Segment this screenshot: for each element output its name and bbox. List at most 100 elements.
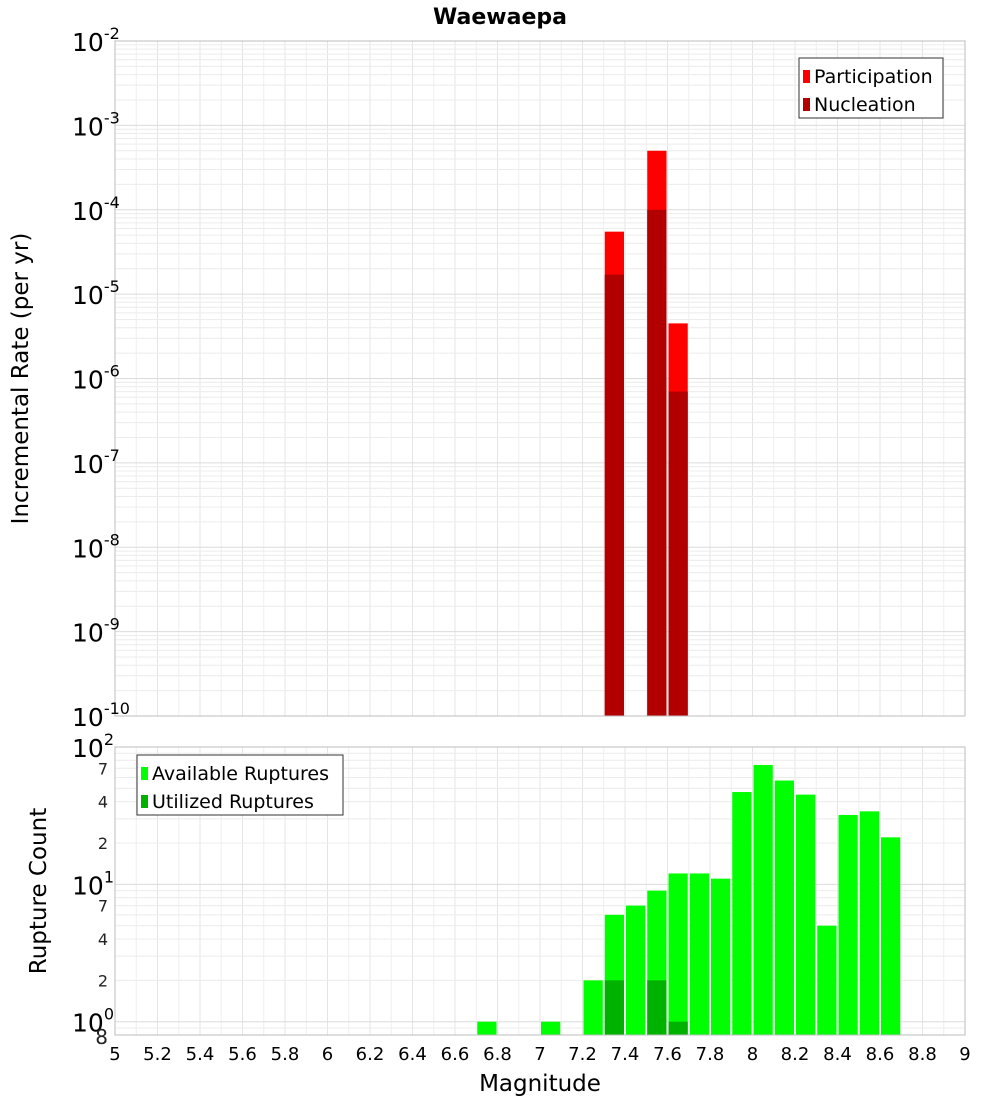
x-tick-label: 8.8	[908, 1044, 937, 1065]
y-tick-label-rate: 10-7	[72, 446, 120, 479]
bar-count-available-ruptures-12	[796, 794, 816, 1035]
y-tick-base: 10	[72, 703, 104, 732]
bar-count-utilized-ruptures-0	[604, 980, 624, 1035]
bar-rate-nucleation-0	[604, 274, 624, 716]
x-tick-label: 8.6	[866, 1044, 895, 1065]
x-tick-label: 7.2	[568, 1044, 597, 1065]
y-tick-base: 10	[72, 366, 104, 395]
legend-swatch-nucleation	[803, 98, 810, 111]
y-tick-exponent: 2	[104, 730, 114, 749]
x-tick-label: 6.8	[483, 1044, 512, 1065]
y-axis-label-rate: Incremental Rate (per yr)	[8, 233, 34, 525]
legend-box-0	[798, 57, 944, 119]
y-tick-label-count: 102	[72, 730, 114, 763]
chart-title: Waewaepa	[433, 5, 567, 30]
x-tick-label: 8.4	[823, 1044, 852, 1065]
x-tick-label: 7.4	[611, 1044, 640, 1065]
bar-rate-nucleation-1	[647, 209, 667, 716]
y-tick-label-rate: 10-4	[72, 193, 120, 226]
y-tick-label-rate: 10-10	[72, 699, 130, 732]
bar-count-available-ruptures-8	[711, 878, 731, 1035]
text-layer: Waewaepa10-1010-910-810-710-610-510-410-…	[8, 5, 971, 1097]
y-tick-exponent: -3	[104, 108, 120, 127]
x-tick-label: 8	[747, 1044, 758, 1065]
y-tick-base: 10	[72, 534, 104, 563]
y-tick-label-rate: 10-3	[72, 108, 120, 141]
y-minor-tick-label: 7	[98, 759, 108, 778]
bar-count-available-ruptures-13	[817, 925, 837, 1035]
legend-label-available-ruptures: Available Ruptures	[152, 763, 329, 785]
bars-layer	[477, 150, 901, 1035]
bar-count-utilized-ruptures-1	[647, 980, 667, 1035]
plot-frame-count	[114, 746, 966, 1036]
legend-label-utilized-ruptures: Utilized Ruptures	[152, 791, 314, 813]
y-axis-label-count: Rupture Count	[26, 808, 52, 974]
x-tick-label: 6.2	[356, 1044, 385, 1065]
x-tick-label: 9	[959, 1044, 970, 1065]
y-tick-label-count: 101	[72, 867, 114, 900]
legend-swatch-available-ruptures	[141, 767, 148, 780]
y-tick-exponent: -6	[104, 362, 120, 381]
y-tick-exponent: -2	[104, 24, 120, 43]
grid-layer	[114, 41, 966, 1036]
y-tick-label-rate: 10-5	[72, 277, 120, 310]
legend-label-nucleation: Nucleation	[814, 94, 916, 116]
y-tick-base: 10	[72, 28, 104, 57]
legend-swatch-participation	[803, 70, 810, 83]
bar-count-available-ruptures-2	[583, 980, 603, 1035]
bar-count-available-ruptures-9	[732, 792, 752, 1035]
bar-count-available-ruptures-14	[838, 814, 858, 1035]
y-tick-base: 10	[72, 112, 104, 141]
y-minor-tick-label: 7	[98, 897, 108, 916]
legend-swatch-utilized-ruptures	[141, 795, 148, 808]
x-tick-label: 5.4	[186, 1044, 215, 1065]
x-tick-label: 5.6	[228, 1044, 257, 1065]
plot-frame-rate	[114, 40, 966, 717]
bar-count-available-ruptures-1	[541, 1021, 561, 1035]
y-tick-exponent: -7	[104, 446, 120, 465]
y-minor-tick-label: 2	[98, 971, 108, 990]
bar-count-available-ruptures-7	[689, 873, 709, 1035]
y-tick-exponent: -5	[104, 277, 120, 296]
x-tick-label: 7	[534, 1044, 545, 1065]
x-tick-label: 5	[109, 1044, 120, 1065]
x-tick-label: 8.2	[781, 1044, 810, 1065]
legend-box-1	[136, 754, 344, 816]
bar-count-available-ruptures-15	[859, 811, 879, 1035]
y-tick-label-count: 100	[72, 1005, 114, 1038]
bar-count-available-ruptures-4	[626, 905, 646, 1035]
y-tick-base: 10	[72, 450, 104, 479]
y-tick-base: 10	[72, 1009, 104, 1038]
y-minor-tick-label: 4	[98, 793, 108, 812]
y-minor-tick-label: 4	[98, 930, 108, 949]
y-tick-base: 10	[72, 871, 104, 900]
bar-count-utilized-ruptures-2	[668, 1021, 688, 1035]
bar-rate-nucleation-2	[668, 391, 688, 716]
bar-count-available-ruptures-11	[774, 780, 794, 1035]
y-tick-base: 10	[72, 197, 104, 226]
x-axis-label: Magnitude	[479, 1071, 601, 1097]
y-tick-base: 10	[72, 734, 104, 763]
x-tick-label: 5.2	[143, 1044, 172, 1065]
frame-layer	[114, 40, 966, 1036]
x-tick-label: 6.4	[398, 1044, 427, 1065]
y-tick-label-rate: 10-2	[72, 24, 120, 57]
y-tick-base: 10	[72, 281, 104, 310]
y-tick-exponent: 0	[104, 1005, 114, 1024]
y-minor-tick-label: 8	[95, 1025, 108, 1049]
y-tick-exponent: -10	[104, 699, 130, 718]
y-tick-exponent: -4	[104, 193, 120, 212]
bar-count-available-ruptures-0	[477, 1021, 497, 1035]
y-tick-exponent: -8	[104, 530, 120, 549]
y-tick-label-rate: 10-8	[72, 530, 120, 563]
x-tick-label: 7.6	[653, 1044, 682, 1065]
bar-count-available-ruptures-16	[881, 837, 901, 1035]
legend-label-participation: Participation	[814, 66, 933, 88]
y-minor-tick-label: 2	[98, 834, 108, 853]
x-tick-label: 6	[322, 1044, 333, 1065]
bar-count-available-ruptures-6	[668, 873, 688, 1035]
y-tick-label-rate: 10-6	[72, 362, 120, 395]
legend-layer: Participation Nucleation Available Rupture…	[136, 57, 944, 816]
